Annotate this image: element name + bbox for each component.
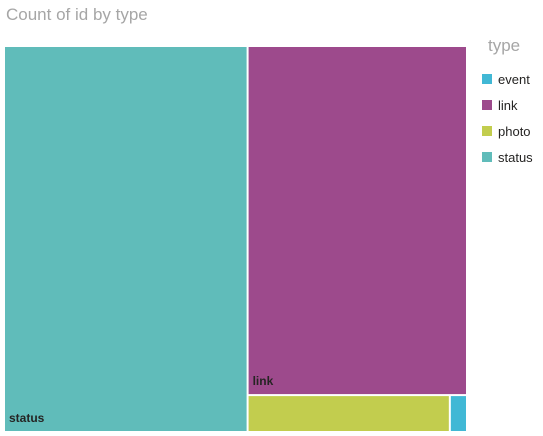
legend: type event link photo status	[482, 36, 533, 170]
legend-item-event[interactable]: event	[482, 66, 533, 92]
tile-photo[interactable]	[248, 396, 449, 431]
legend-swatch-event	[482, 74, 492, 84]
tile-status[interactable]	[5, 47, 247, 431]
legend-item-link[interactable]: link	[482, 92, 533, 118]
tile-link[interactable]	[248, 47, 466, 395]
chart-title: Count of id by type	[6, 5, 148, 24]
tile-label-status: status	[9, 411, 45, 425]
legend-label-event: event	[498, 71, 530, 87]
legend-label-photo: photo	[498, 123, 531, 139]
legend-item-status[interactable]: status	[482, 144, 533, 170]
tile-event[interactable]	[450, 396, 466, 431]
legend-item-photo[interactable]: photo	[482, 118, 533, 144]
legend-label-status: status	[498, 149, 533, 165]
legend-title: type	[488, 36, 521, 55]
legend-swatch-photo	[482, 126, 492, 136]
tile-label-link: link	[253, 374, 274, 388]
legend-swatch-status	[482, 152, 492, 162]
legend-swatch-link	[482, 100, 492, 110]
legend-label-link: link	[498, 97, 518, 113]
